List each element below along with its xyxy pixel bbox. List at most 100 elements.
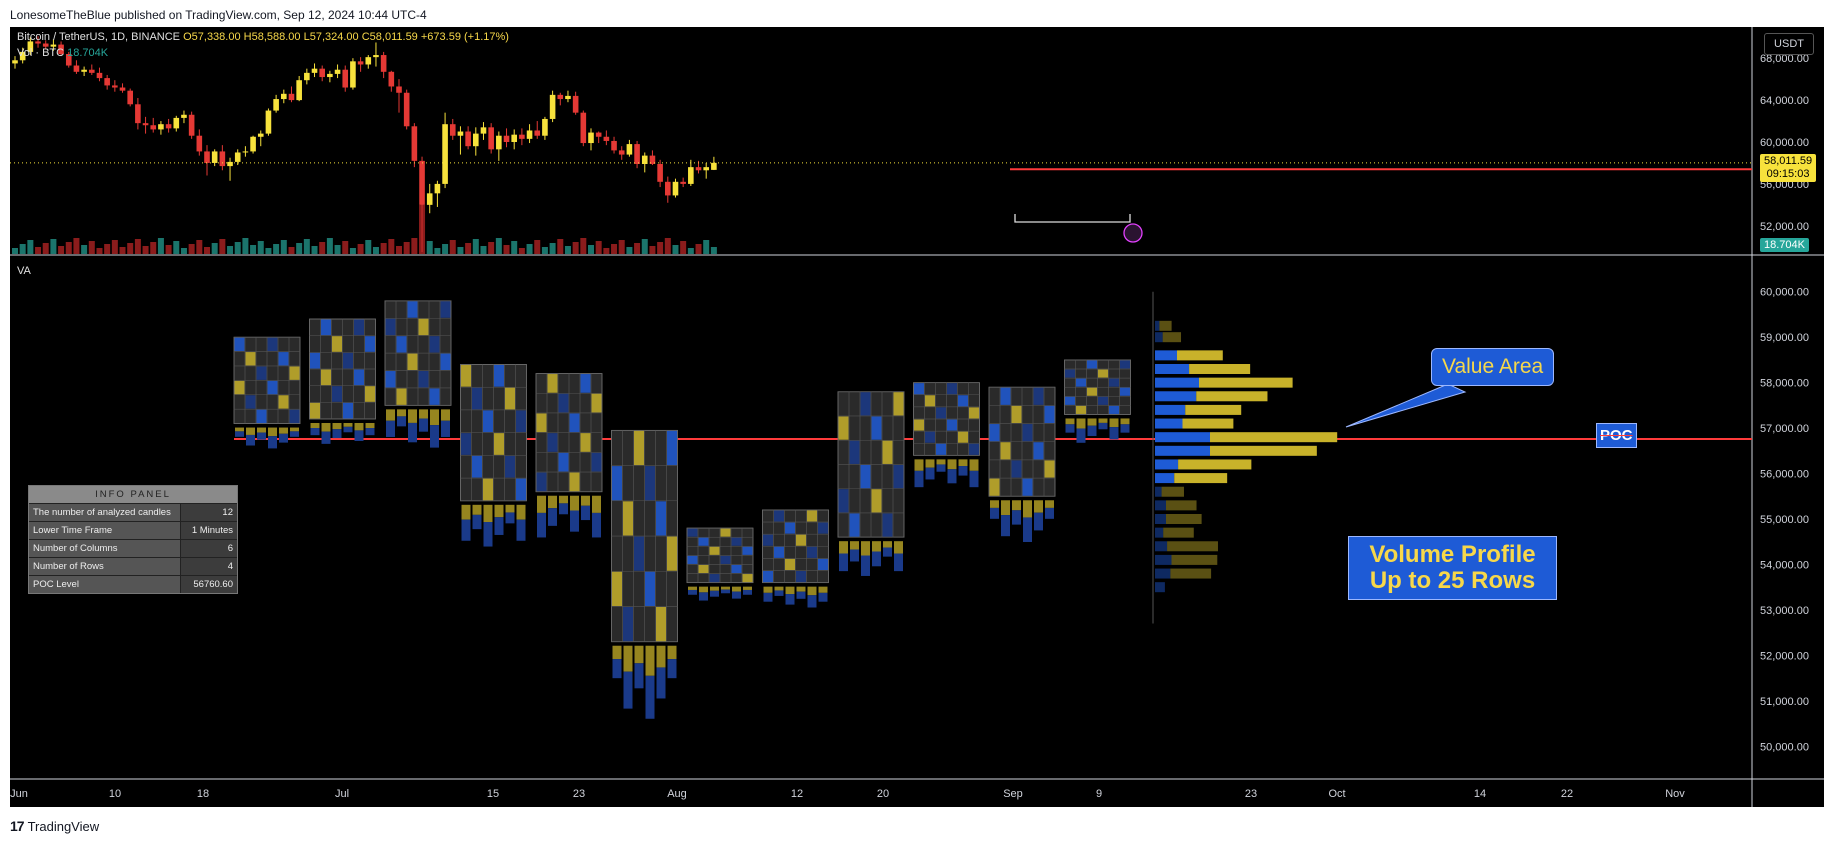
footprint-cell [321, 319, 331, 336]
footprint-grid-cell [1043, 477, 1056, 497]
footprint-cell [969, 407, 979, 419]
chart-area[interactable]: 52,000.00 56,000.00 60,000.00 64,000.00 68,0… [10, 27, 1824, 807]
profile-bar-yellow [1166, 514, 1202, 524]
volume-bar [564, 246, 571, 254]
volume-legend: Vol · BTC 18.704K [17, 47, 108, 59]
symbol-title[interactable]: Bitcoin / TetherUS, 1D, BINANCE [17, 31, 181, 43]
footprint-cell [1065, 396, 1075, 405]
candle-body [618, 150, 625, 155]
volume-bar [465, 243, 472, 254]
profile-bar-blue [1155, 445, 1210, 456]
footprint-volume-up [548, 495, 557, 509]
footprint-volume-down [1034, 512, 1043, 531]
profile-bar-yellow [1174, 473, 1228, 484]
profile-bar-yellow [1161, 486, 1184, 497]
footprint-cell [365, 386, 375, 402]
volume-bar [188, 244, 195, 254]
profile-bar-yellow [1177, 350, 1223, 361]
footprint-volume-up [612, 645, 622, 660]
footprint-volume-down [386, 420, 395, 437]
volume-bar [204, 247, 210, 254]
profile-tick-label: 50,000.00 [1760, 741, 1809, 753]
footprint-cell [774, 510, 784, 522]
time-tick-label: Jul [335, 788, 349, 800]
footprint-cell [731, 537, 742, 546]
footprint-cell [256, 409, 267, 424]
volume-bar [503, 245, 510, 254]
currency-button[interactable]: USDT [1764, 33, 1814, 55]
profile-bar-yellow [1166, 500, 1197, 511]
volume-bar [557, 239, 564, 254]
candle-body [665, 181, 671, 196]
candle-body [565, 95, 571, 100]
volume-bar [595, 241, 602, 254]
footprint-cell [516, 410, 526, 433]
footprint-volume-down [743, 589, 752, 595]
profile-bar-blue [1155, 554, 1172, 565]
footprint-volume-up [807, 586, 817, 596]
footprint-cell [763, 534, 773, 546]
volume-bar [411, 238, 418, 254]
volume-bar [81, 245, 88, 254]
chart-canvas[interactable]: 52,000.00 56,000.00 60,000.00 64,000.00 68,0… [10, 27, 1824, 807]
time-tick-label: Oct [1328, 788, 1345, 800]
footprint-volume-down [1012, 510, 1021, 525]
footprint-cell [720, 555, 731, 564]
footprint-volume-up [743, 586, 752, 590]
volume-label[interactable]: Vol · BTC [17, 47, 65, 59]
info-row: The number of analyzed candles 12 [29, 503, 237, 521]
footprint-volume-up [925, 459, 935, 468]
volume-bar [672, 245, 679, 254]
footprint-volume-up [386, 409, 395, 421]
footprint-cell [1109, 378, 1119, 387]
footprint-cell [418, 371, 429, 388]
candle-body [173, 117, 180, 129]
candle-body [12, 60, 18, 64]
footprint-cell [558, 452, 569, 472]
profile-bar-yellow [1182, 418, 1234, 429]
profile-bar-blue [1155, 459, 1179, 470]
volume-bar [35, 247, 42, 254]
volume-bar [495, 238, 502, 254]
footprint-volume-down [290, 431, 299, 437]
footer-brand[interactable]: 17 TradingView [10, 818, 99, 834]
candle-body [711, 162, 717, 170]
footprint-grid-cell [364, 402, 376, 420]
volume-bar [703, 240, 710, 254]
volume-bar [227, 246, 234, 254]
va-legend[interactable]: VA [17, 265, 31, 277]
footprint-cell [1076, 405, 1086, 414]
volume-bar [142, 246, 149, 254]
footprint-volume-up [656, 645, 666, 668]
profile-bar-blue [1155, 500, 1166, 511]
candle-body [688, 167, 694, 184]
footprint-volume-up [461, 504, 471, 520]
footprint-cell [1000, 442, 1011, 460]
footprint-cell [1098, 396, 1108, 405]
volume-bar [196, 240, 203, 254]
profile-bar-yellow [1199, 377, 1293, 388]
candle-body [350, 61, 356, 88]
footprint-cell [989, 478, 1000, 496]
footprint-grid-cell [515, 477, 527, 502]
volume-bar [111, 240, 118, 254]
footprint-cell [472, 387, 482, 410]
footprint-volume-down [1065, 424, 1075, 433]
volume-bar [549, 243, 556, 254]
footprint-cell [267, 380, 278, 395]
volume-bar [695, 244, 702, 254]
candle-body [104, 78, 110, 86]
footprint-volume-down [505, 512, 515, 524]
footprint-volume-down [1045, 507, 1054, 519]
footprint-volume-down [1076, 428, 1086, 443]
footprint-volume-down [925, 467, 935, 480]
candle-body [641, 155, 648, 164]
footprint-volume-down [990, 507, 999, 519]
candle-body [357, 61, 364, 65]
volume-bar [311, 246, 318, 254]
footprint-cell [418, 318, 429, 336]
volume-bar [65, 242, 72, 254]
volume-bar [419, 205, 426, 254]
time-tick-label: 14 [1474, 788, 1486, 800]
candle-body [703, 167, 709, 171]
